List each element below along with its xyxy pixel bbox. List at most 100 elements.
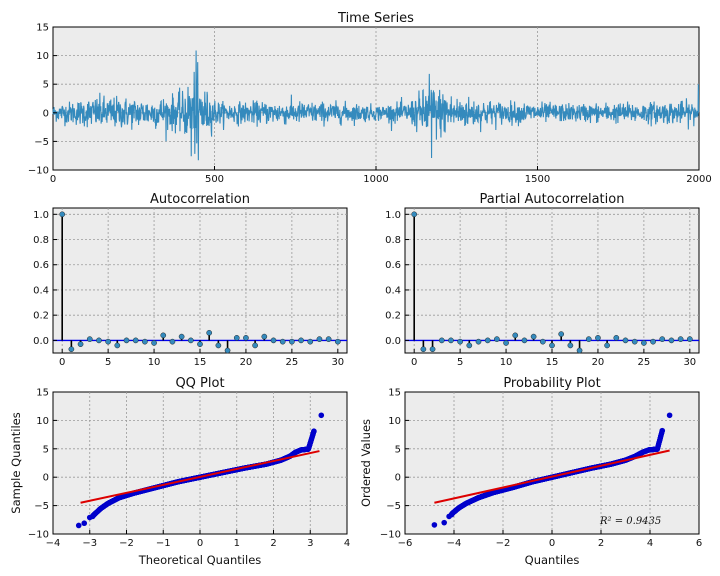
qq-xlabel: Theoretical Quantiles — [138, 553, 262, 567]
pacf-stem-marker — [659, 336, 666, 342]
prob-ylabel: Ordered Values — [359, 419, 373, 507]
acf-stem-marker — [289, 338, 295, 345]
pacf-stem-marker — [567, 342, 574, 349]
prob-ytick-label: −5 — [386, 501, 401, 512]
pacf-stem-marker — [539, 338, 546, 345]
acf-stem-marker — [114, 342, 121, 349]
qq-xtick-label: −4 — [46, 538, 61, 549]
acf-stem-marker — [178, 333, 185, 340]
acf-ytick-label: 1.0 — [33, 210, 49, 221]
qq-point — [318, 412, 325, 419]
acf-xtick-label: 5 — [105, 357, 111, 368]
ts-xtick-label: 0 — [50, 174, 56, 185]
acf-xtick-label: 25 — [286, 357, 299, 368]
acf-xtick-label: 20 — [240, 357, 253, 368]
acf-xtick-label: 10 — [148, 357, 161, 368]
ts-xtick-label: 1000 — [363, 174, 388, 185]
pacf-title: Partial Autocorrelation — [480, 192, 625, 207]
acf-ytick-label: 0.6 — [33, 260, 49, 271]
acf-stem-marker — [261, 333, 268, 340]
pacf-ytick-label: 0.2 — [385, 311, 401, 322]
time-series-axes — [52, 26, 700, 171]
acf-stem-marker — [123, 337, 130, 344]
prob-xtick-label: −6 — [398, 538, 413, 549]
acf-stem-marker — [224, 347, 231, 354]
prob-ytick-label: 5 — [395, 444, 401, 455]
pacf-stem-marker — [466, 342, 473, 349]
acf-stem-marker — [252, 342, 258, 349]
acf-stem-marker — [105, 338, 111, 345]
ts-ytick-label: 0 — [43, 108, 49, 119]
pacf-xtick-label: 5 — [457, 357, 463, 368]
time-series-line — [52, 50, 700, 161]
acf-ytick-label: 0.0 — [33, 336, 49, 347]
pacf-ytick-label: 0.6 — [385, 260, 401, 271]
acf-stem-marker — [206, 329, 213, 336]
pacf-stem-marker — [411, 211, 418, 218]
qq-ytick-label: 0 — [43, 473, 49, 484]
qq-point — [81, 520, 88, 527]
prob-point — [441, 519, 448, 526]
pacf-stem-marker — [576, 347, 583, 354]
qq-xtick-label: −3 — [82, 538, 97, 549]
prob-xlabel: Quantiles — [525, 553, 580, 567]
qq-xtick-label: 4 — [344, 538, 350, 549]
pacf-stem-marker — [558, 331, 565, 337]
qq-point — [89, 513, 96, 520]
prob-xtick-label: 4 — [647, 538, 653, 549]
pacf-ytick-label: 0.8 — [385, 235, 401, 246]
pacf-stem-marker — [448, 337, 454, 344]
acf-xtick-label: 30 — [331, 357, 344, 368]
r-squared-annotation: R² = 0.9435 — [599, 516, 661, 527]
prob-point — [448, 511, 455, 518]
pacf-stem-marker — [585, 336, 592, 342]
qq-point — [311, 428, 317, 434]
pacf-stem-marker — [512, 332, 519, 339]
pacf-stem-marker — [641, 340, 647, 346]
pacf-stem-marker — [677, 336, 684, 342]
prob-point — [431, 522, 438, 528]
acf-stem-marker — [160, 332, 167, 339]
qq-xtick-label: 3 — [307, 538, 313, 549]
acf-stem-marker — [169, 338, 176, 345]
acf-xtick-label: 0 — [59, 357, 65, 368]
ts-xtick-label: 1500 — [525, 174, 550, 185]
time-series-panel: 0 500 1000 1500 2000 −10 −5 0 5 10 15 Time Series — [28, 11, 712, 185]
prob-ytick-label: 10 — [388, 416, 401, 427]
prob-fit-line — [434, 449, 670, 504]
qq-xtick-label: −1 — [156, 538, 171, 549]
pacf-xtick-label: 20 — [592, 357, 605, 368]
prob-xtick-label: 0 — [549, 538, 555, 549]
acf-stem-marker — [325, 336, 332, 342]
pacf-stem-marker — [604, 342, 610, 349]
pacf-stem-marker — [686, 336, 693, 342]
ts-xtick-label: 2000 — [686, 174, 711, 185]
pacf-stem-marker — [475, 338, 482, 345]
prob-ytick-label: 15 — [388, 388, 401, 399]
qq-point — [75, 522, 82, 529]
acf-stem-marker — [86, 336, 93, 342]
acf-ytick-label: 0.8 — [33, 235, 49, 246]
acf-stem-marker — [307, 338, 314, 345]
qq-xtick-label: 1 — [234, 538, 240, 549]
acf-stem-marker — [132, 337, 139, 344]
pacf-stem-marker — [530, 333, 537, 340]
acf-stem-marker — [96, 337, 102, 344]
acf-xtick-label: 15 — [194, 357, 207, 368]
prob-ytick-label: −10 — [380, 530, 401, 541]
pacf-stem-marker — [438, 337, 445, 344]
ts-ytick-label: −5 — [34, 137, 49, 148]
pacf-xtick-label: 30 — [683, 357, 696, 368]
ts-ytick-label: 15 — [36, 23, 49, 34]
prob-xtick-label: −2 — [496, 538, 511, 549]
pacf-ytick-label: 0.0 — [385, 336, 401, 347]
acf-stem-marker — [215, 342, 222, 349]
pacf-stem-marker — [521, 337, 528, 344]
qq-fit-line — [80, 450, 320, 504]
pacf-stem-marker — [668, 337, 675, 344]
qq-xtick-label: 2 — [270, 538, 276, 549]
acf-stem-marker — [270, 337, 277, 344]
pacf-panel: 0 5 10 15 20 25 30 0.0 0.2 0.4 0.6 0.8 1.0 Partial A… — [385, 192, 700, 368]
acf-stem-marker — [279, 338, 286, 345]
